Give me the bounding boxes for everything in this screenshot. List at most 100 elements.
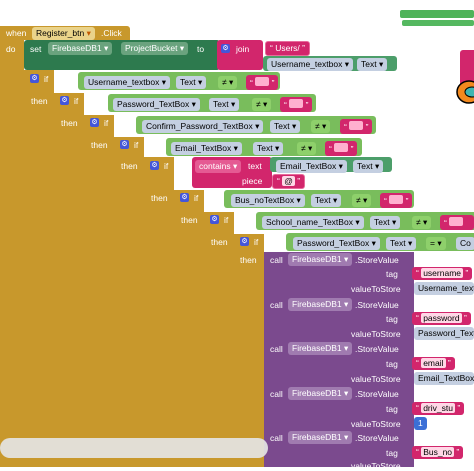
- call1-value-getter[interactable]: Username_textbo: [414, 282, 474, 295]
- if-label-8: if: [254, 237, 259, 247]
- cond4-prop-dropdown[interactable]: Text ▾: [253, 142, 284, 155]
- contains-dropdown[interactable]: contains ▾: [195, 160, 242, 173]
- cond7-op-dropdown[interactable]: ≠ ▾: [412, 216, 432, 229]
- call-label-3: call: [270, 344, 283, 354]
- cond7-prop-dropdown[interactable]: Text ▾: [370, 216, 401, 229]
- cond2-empty-string[interactable]: “ ”: [280, 97, 313, 112]
- horizontal-scrollbar[interactable]: [0, 438, 268, 458]
- join-username-dropdown[interactable]: Username_textbox ▾: [267, 58, 353, 71]
- event-block[interactable]: [0, 26, 24, 467]
- join-users-string[interactable]: “ Users/ ”: [265, 41, 310, 56]
- chevron-down-icon: ▾: [344, 59, 349, 69]
- if-block-5[interactable]: [144, 157, 174, 467]
- if-block-8[interactable]: [234, 234, 264, 467]
- cond1-box-dropdown[interactable]: Username_textbox ▾: [84, 76, 170, 89]
- offscreen-block-green[interactable]: [400, 10, 474, 18]
- gear-icon[interactable]: ⚙: [120, 140, 129, 149]
- cond1-empty-string[interactable]: “ ”: [246, 75, 279, 90]
- contains-box-dropdown[interactable]: Email_TextBox ▾: [276, 160, 347, 173]
- cond1-op-dropdown[interactable]: ≠ ▾: [218, 76, 238, 89]
- event-component-dropdown[interactable]: Register_btn ▾: [32, 27, 95, 40]
- if-block-4[interactable]: [114, 137, 144, 467]
- gear-icon[interactable]: ⚙: [30, 74, 39, 83]
- cond6-box-dropdown[interactable]: Bus_noTextBox ▾: [231, 194, 305, 207]
- cond4-op-dropdown[interactable]: ≠ ▾: [297, 142, 317, 155]
- call5-tag-string[interactable]: “ Bus_no ”: [412, 446, 464, 459]
- cond8-op-dropdown[interactable]: = ▾: [426, 237, 446, 250]
- cond6-op-dropdown[interactable]: ≠ ▾: [352, 194, 372, 207]
- set-property-dropdown[interactable]: ProjectBucket ▾: [121, 42, 189, 55]
- cond3-empty-string[interactable]: “ ”: [340, 119, 373, 134]
- call3-value-getter[interactable]: Email_TextBox: [414, 372, 474, 385]
- piece-string[interactable]: “ @ ”: [272, 174, 306, 189]
- cond7-empty-string[interactable]: “: [440, 215, 474, 230]
- join-text-prop-dropdown[interactable]: Text ▾: [357, 58, 388, 71]
- cond6-prop-dropdown[interactable]: Text ▾: [311, 194, 342, 207]
- cond7-box-dropdown[interactable]: School_name_TextBox ▾: [262, 216, 364, 229]
- cond2-box-dropdown[interactable]: Password_TextBox ▾: [113, 98, 200, 111]
- cond2-op-dropdown[interactable]: ≠ ▾: [252, 98, 272, 111]
- gear-icon[interactable]: ⚙: [60, 96, 69, 105]
- gear-icon[interactable]: ⚙: [90, 118, 99, 127]
- to-label: to: [197, 44, 205, 54]
- cond3-prop-dropdown[interactable]: Text ▾: [270, 120, 301, 133]
- chevron-down-icon: ▾: [191, 99, 196, 109]
- cond3-box-dropdown[interactable]: Confirm_Password_TextBox ▾: [142, 120, 264, 133]
- chevron-down-icon: ▾: [363, 195, 368, 205]
- chevron-down-icon: ▾: [230, 99, 236, 109]
- call5-component-dropdown[interactable]: FirebaseDB1 ▾: [288, 431, 353, 444]
- cond1-prop-dropdown[interactable]: Text ▾: [176, 76, 207, 89]
- call4-number-value[interactable]: 1: [414, 417, 427, 430]
- gear-icon[interactable]: ⚙: [180, 193, 189, 202]
- call2-method: .StoreValue: [355, 300, 399, 310]
- call4-component-dropdown[interactable]: FirebaseDB1 ▾: [288, 387, 353, 400]
- contains-text-label: text: [248, 161, 262, 171]
- if-label-6: if: [194, 193, 199, 203]
- gear-icon[interactable]: ⚙: [150, 161, 159, 170]
- cond2-prop-dropdown[interactable]: Text ▾: [209, 98, 240, 111]
- gear-icon[interactable]: ⚙: [210, 215, 219, 224]
- call-label-5: call: [270, 433, 283, 443]
- if-block-6[interactable]: [174, 190, 204, 467]
- call2-tag-string[interactable]: “ password ”: [412, 312, 471, 325]
- cond8-prop-dropdown[interactable]: Text ▾: [386, 237, 417, 250]
- call2-value-getter[interactable]: Password_Text: [414, 327, 474, 340]
- chevron-down-icon: ▾: [103, 43, 109, 53]
- if-block-3[interactable]: [84, 115, 114, 467]
- chevron-down-icon: ▾: [374, 161, 380, 171]
- when-label: when: [6, 28, 27, 38]
- if-block-7[interactable]: [204, 212, 234, 467]
- gear-icon[interactable]: ⚙: [221, 44, 230, 53]
- if-block-1[interactable]: [24, 70, 54, 467]
- cond6-empty-string[interactable]: “ ”: [380, 193, 413, 208]
- call4-method: .StoreValue: [355, 389, 399, 399]
- cond4-box-dropdown[interactable]: Email_TextBox ▾: [171, 142, 242, 155]
- chevron-down-icon: ▾: [291, 121, 297, 131]
- gear-icon[interactable]: ⚙: [240, 237, 249, 246]
- cond4-empty-string[interactable]: “ ”: [325, 141, 358, 156]
- do-label: do: [6, 44, 16, 54]
- cond3-op-dropdown[interactable]: ≠ ▾: [311, 120, 331, 133]
- then-label-4: then: [121, 161, 138, 171]
- chevron-down-icon: ▾: [332, 195, 338, 205]
- call1-component-dropdown[interactable]: FirebaseDB1 ▾: [288, 253, 353, 266]
- call2-tag-label: tag: [386, 314, 398, 324]
- chevron-down-icon: ▾: [274, 143, 280, 153]
- call3-component-dropdown[interactable]: FirebaseDB1 ▾: [288, 342, 353, 355]
- call3-tag-label: tag: [386, 359, 398, 369]
- call-label-1: call: [270, 255, 283, 265]
- call2-component-dropdown[interactable]: FirebaseDB1 ▾: [288, 298, 353, 311]
- set-component-dropdown[interactable]: FirebaseDB1 ▾: [48, 42, 113, 55]
- if-block-2[interactable]: [54, 93, 84, 467]
- call1-tag-string[interactable]: “ username ”: [412, 267, 473, 280]
- then-label-6: then: [181, 215, 198, 225]
- cond8-right-operand[interactable]: Co: [456, 237, 474, 250]
- set-label: set: [30, 44, 42, 54]
- offscreen-block-green-lower[interactable]: [402, 20, 474, 26]
- offscreen-block-pink[interactable]: [460, 50, 474, 88]
- cond8-box-dropdown[interactable]: Password_TextBox ▾: [293, 237, 380, 250]
- call-label-2: call: [270, 300, 283, 310]
- contains-prop-dropdown[interactable]: Text ▾: [353, 160, 384, 173]
- call4-tag-string[interactable]: “ driv_stu ”: [412, 402, 465, 415]
- call3-tag-string[interactable]: “ email ”: [412, 357, 455, 370]
